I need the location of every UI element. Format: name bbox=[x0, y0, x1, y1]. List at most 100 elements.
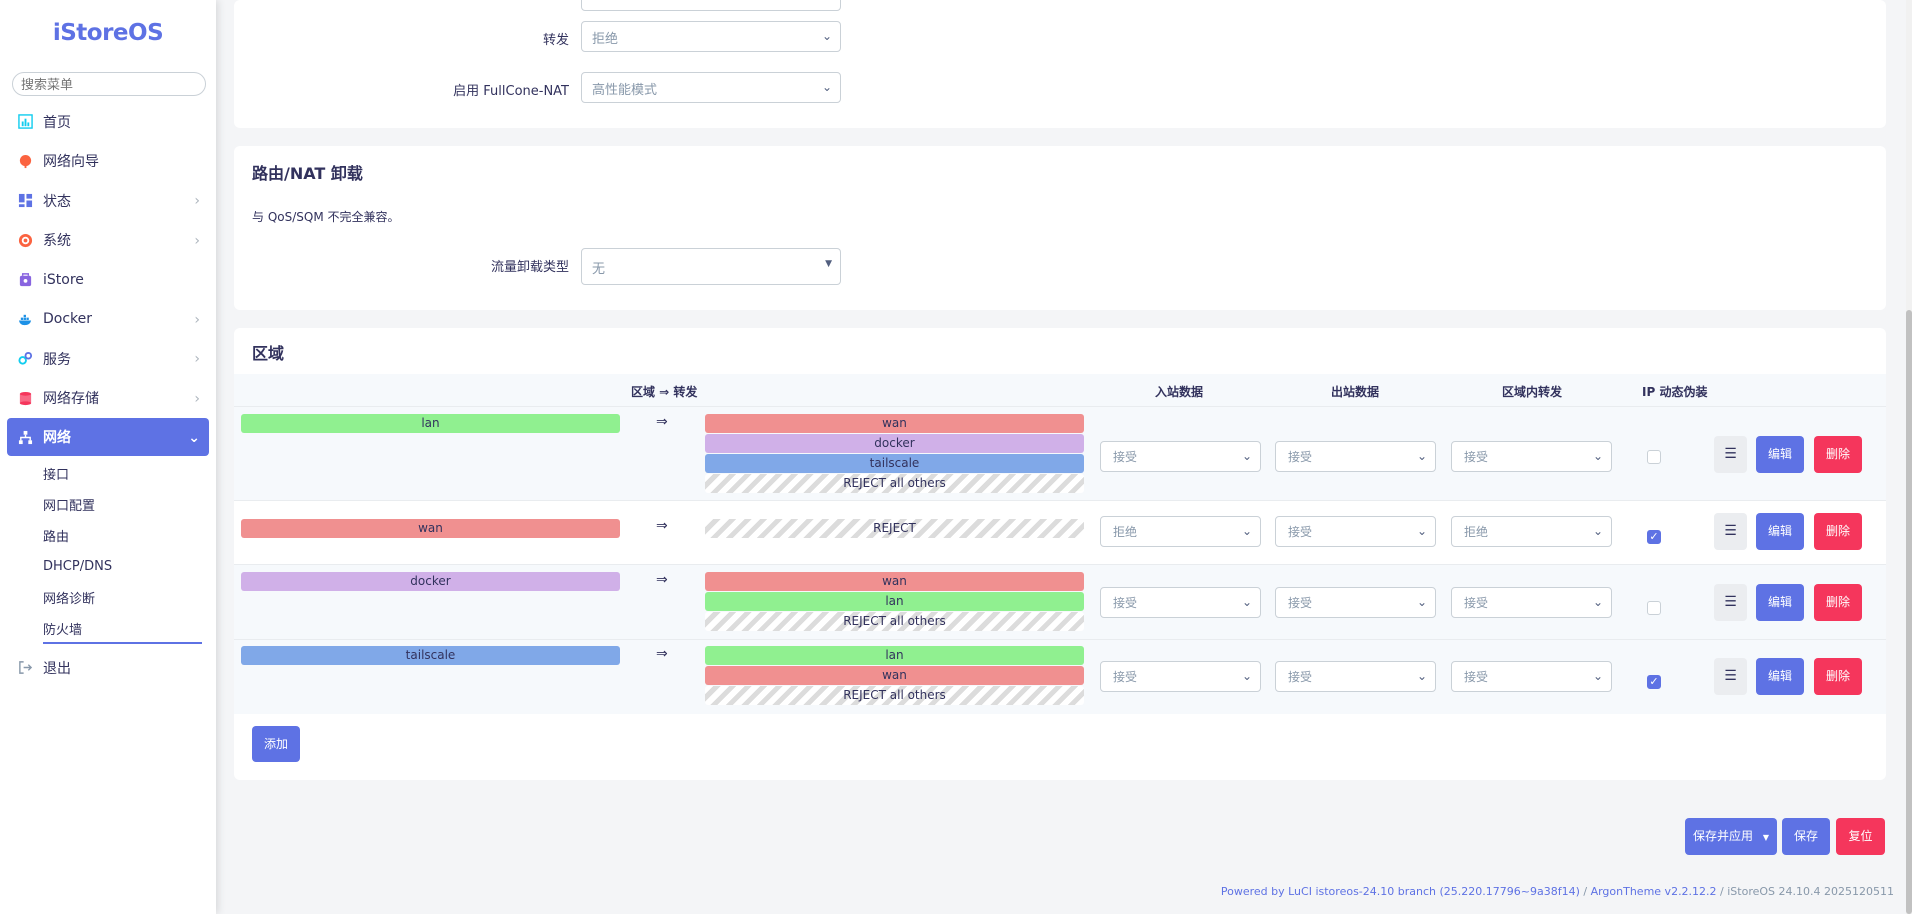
nav-item-docker[interactable]: Docker › bbox=[0, 300, 216, 340]
nav-item-network[interactable]: 网络 ⌄ bbox=[7, 418, 209, 456]
chevron-down-icon: ⌄ bbox=[1241, 524, 1252, 538]
nav-item-home[interactable]: 首页 bbox=[0, 102, 216, 142]
main-content: 转发 拒绝 ⌄ 启用 FullCone-NAT 高性能模式 ⌄ 路由/NAT 卸… bbox=[216, 0, 1906, 914]
sub-item-port-config[interactable]: 网口配置 bbox=[43, 499, 96, 514]
chevron-right-icon: › bbox=[194, 193, 200, 209]
gear-icon bbox=[18, 233, 33, 247]
zones-card: 区域 区域 ⇒ 转发 入站数据 出站数据 区域内转发 IP 动态伪装 lan ⇒… bbox=[234, 328, 1886, 780]
nav-item-services[interactable]: 服务 › bbox=[0, 339, 216, 379]
drag-handle[interactable]: ☰ bbox=[1714, 584, 1747, 621]
nav-item-storage[interactable]: 网络存储 › bbox=[0, 379, 216, 419]
nav-item-wizard[interactable]: 网络向导 bbox=[0, 142, 216, 182]
chevron-down-icon: ⌄ bbox=[1241, 669, 1252, 683]
offload-note: 与 QoS/SQM 不完全兼容。 bbox=[252, 210, 400, 224]
target-pill-docker: docker bbox=[705, 434, 1084, 453]
input-policy-select[interactable]: 接受 ⌄ bbox=[1100, 587, 1261, 618]
masq-checkbox[interactable] bbox=[1647, 601, 1661, 615]
target-pill-reject: REJECT all others bbox=[705, 474, 1084, 493]
input-policy-select[interactable]: 接受 ⌄ bbox=[1100, 441, 1261, 472]
input-policy-select[interactable]: 接受 ⌄ bbox=[1100, 661, 1261, 692]
target-pill-reject: REJECT bbox=[705, 519, 1084, 538]
zones-title: 区域 bbox=[252, 344, 285, 363]
drag-handle[interactable]: ☰ bbox=[1714, 658, 1747, 695]
footer-luci-link[interactable]: Powered by LuCI istoreos-24.10 branch (2… bbox=[1220, 885, 1580, 898]
services-icon bbox=[18, 352, 33, 365]
footer-theme-link[interactable]: ArgonTheme v2.2.12.2 bbox=[1590, 885, 1717, 898]
reset-button[interactable]: 复位 bbox=[1836, 818, 1885, 855]
brand-logo[interactable]: iStoreOS bbox=[52, 20, 164, 46]
forward-label: 转发 bbox=[542, 33, 569, 48]
target-pill-reject: REJECT all others bbox=[705, 612, 1084, 631]
forward-policy-select[interactable]: 接受 ⌄ bbox=[1451, 661, 1612, 692]
save-button[interactable]: 保存 bbox=[1782, 818, 1830, 855]
nav-label: iStore bbox=[43, 271, 84, 288]
sub-item-interfaces[interactable]: 接口 bbox=[43, 468, 70, 483]
page-scrollbar[interactable] bbox=[1906, 0, 1912, 914]
delete-button[interactable]: 删除 bbox=[1814, 513, 1862, 550]
table-row: lan ⇒ wan docker tailscale REJECT all ot… bbox=[234, 406, 1886, 500]
nav-item-system[interactable]: 系统 › bbox=[0, 221, 216, 261]
zone-pill-lan: lan bbox=[241, 414, 620, 433]
forward-policy-select[interactable]: 接受 ⌄ bbox=[1451, 441, 1612, 472]
add-zone-button[interactable]: 添加 bbox=[252, 726, 300, 762]
sub-item-firewall[interactable]: 防火墙 bbox=[0, 613, 216, 644]
nav-label: 退出 bbox=[43, 660, 71, 677]
logout-icon bbox=[19, 661, 33, 675]
output-policy-select[interactable]: 接受 ⌄ bbox=[1275, 661, 1436, 692]
nav-label: 网络存储 bbox=[43, 391, 99, 408]
edit-button[interactable]: 编辑 bbox=[1756, 658, 1804, 695]
grid-icon bbox=[18, 194, 33, 208]
target-pill-lan: lan bbox=[705, 592, 1084, 611]
input-policy-select[interactable]: 拒绝 ⌄ bbox=[1100, 516, 1261, 547]
search-menu-input[interactable] bbox=[12, 72, 206, 96]
drag-handle[interactable]: ☰ bbox=[1714, 513, 1747, 550]
prev-field-select[interactable] bbox=[581, 0, 841, 11]
delete-button[interactable]: 删除 bbox=[1814, 584, 1862, 621]
nav-item-status[interactable]: 状态 › bbox=[0, 181, 216, 221]
edit-button[interactable]: 编辑 bbox=[1756, 584, 1804, 621]
masq-checkbox[interactable]: ✓ bbox=[1647, 530, 1661, 544]
forward-select[interactable]: 拒绝 ⌄ bbox=[581, 21, 841, 52]
target-pill-lan: lan bbox=[705, 646, 1084, 665]
masq-checkbox[interactable] bbox=[1647, 450, 1661, 464]
forward-policy-select[interactable]: 拒绝 ⌄ bbox=[1451, 516, 1612, 547]
chevron-down-icon: ⌄ bbox=[1592, 524, 1603, 538]
database-icon bbox=[19, 391, 32, 405]
output-policy-select[interactable]: 接受 ⌄ bbox=[1275, 441, 1436, 472]
col-zone-forward: 区域 ⇒ 转发 bbox=[631, 385, 698, 399]
chevron-right-icon: › bbox=[194, 390, 200, 407]
offload-type-select[interactable]: 无 ▼ bbox=[581, 248, 841, 285]
nav-item-logout[interactable]: 退出 bbox=[0, 648, 216, 688]
chevron-down-icon: ⌄ bbox=[821, 80, 832, 94]
zone-pill-wan: wan bbox=[241, 519, 620, 538]
scrollbar-thumb[interactable] bbox=[1906, 310, 1912, 914]
save-apply-button[interactable]: 保存并应用 ▼ bbox=[1685, 818, 1777, 855]
output-policy-select[interactable]: 接受 ⌄ bbox=[1275, 516, 1436, 547]
nav-label: 状态 bbox=[43, 193, 71, 210]
offload-title: 路由/NAT 卸载 bbox=[252, 164, 363, 183]
chevron-down-icon: ⌄ bbox=[188, 430, 200, 446]
delete-button[interactable]: 删除 bbox=[1814, 436, 1862, 473]
forward-policy-select[interactable]: 接受 ⌄ bbox=[1451, 587, 1612, 618]
sub-item-dhcp-dns[interactable]: DHCP/DNS bbox=[43, 559, 113, 574]
sidebar: iStoreOS 首页 网络向导 状态 › 系统 › iStore Docker… bbox=[0, 0, 216, 914]
masq-checkbox[interactable]: ✓ bbox=[1647, 675, 1661, 689]
general-settings-card: 转发 拒绝 ⌄ 启用 FullCone-NAT 高性能模式 ⌄ bbox=[234, 0, 1886, 128]
drag-handle[interactable]: ☰ bbox=[1714, 436, 1747, 473]
edit-button[interactable]: 编辑 bbox=[1756, 436, 1804, 473]
output-policy-select[interactable]: 接受 ⌄ bbox=[1275, 587, 1436, 618]
edit-button[interactable]: 编辑 bbox=[1756, 513, 1804, 550]
nav-item-istore[interactable]: iStore bbox=[0, 260, 216, 300]
globe-icon bbox=[19, 154, 32, 168]
chevron-down-icon: ⌄ bbox=[1416, 524, 1427, 538]
sub-item-diagnostics[interactable]: 网络诊断 bbox=[43, 592, 96, 607]
nav-label: 服务 bbox=[43, 351, 71, 368]
fullcone-select[interactable]: 高性能模式 ⌄ bbox=[581, 72, 841, 103]
store-icon bbox=[19, 273, 32, 287]
chevron-down-icon: ⌄ bbox=[1592, 595, 1603, 609]
delete-button[interactable]: 删除 bbox=[1814, 658, 1862, 695]
chevron-down-icon: ⌄ bbox=[1592, 669, 1603, 683]
sub-item-routes[interactable]: 路由 bbox=[43, 530, 70, 545]
nav-label: Docker bbox=[43, 311, 93, 328]
chevron-down-icon: ⌄ bbox=[1416, 669, 1427, 683]
